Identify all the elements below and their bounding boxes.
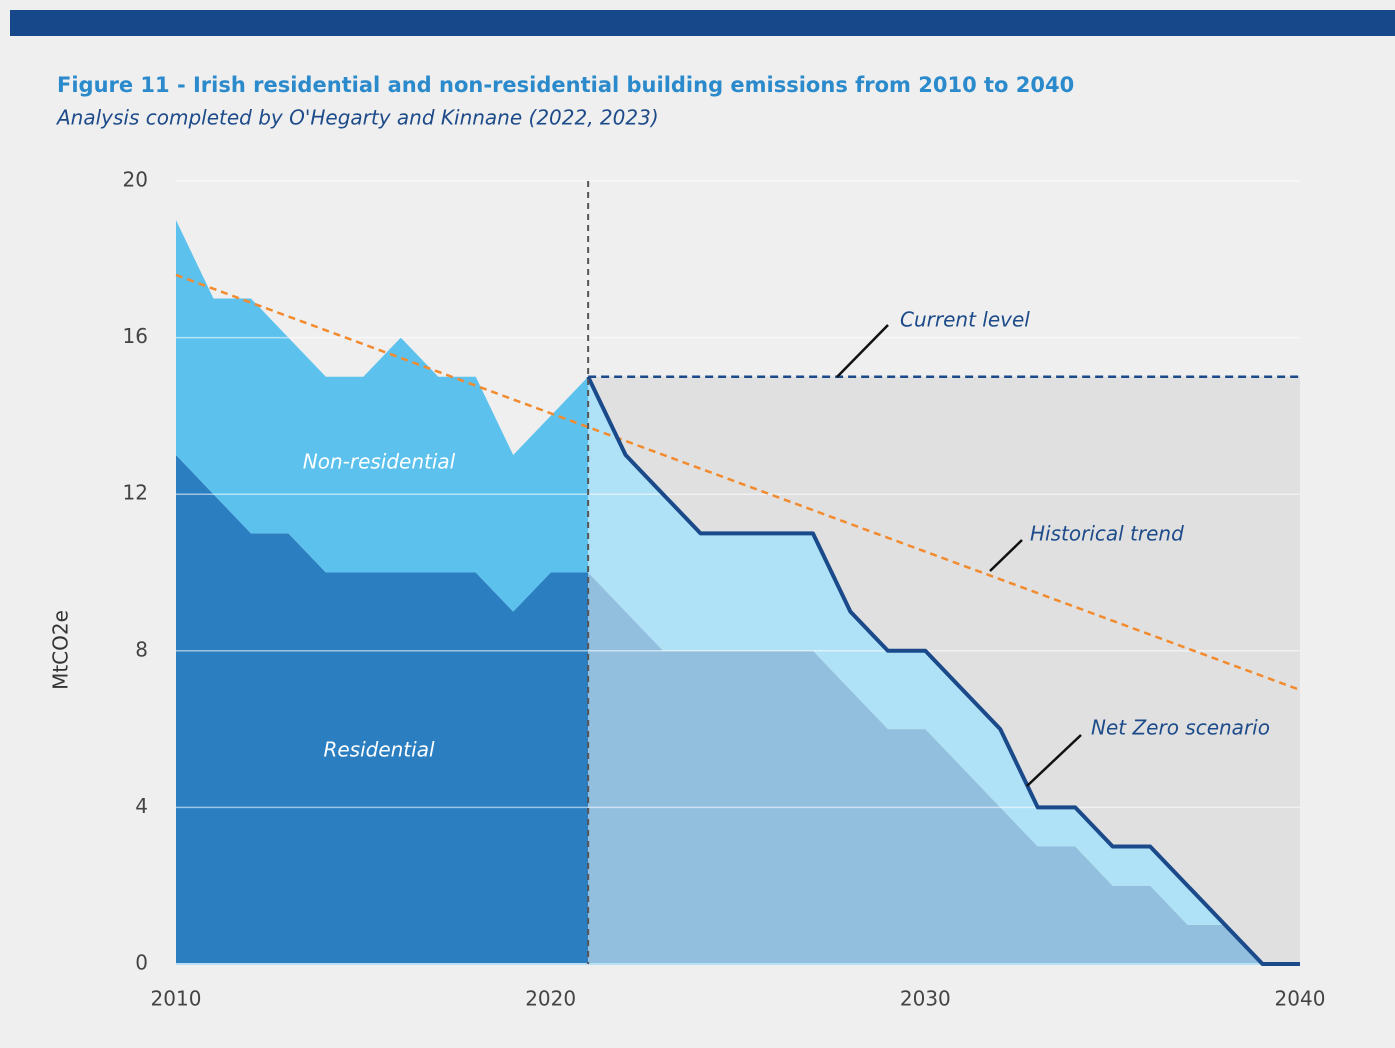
y-tick-label: 4 [135,794,148,818]
y-tick-label: 12 [123,481,148,505]
annotation: Current level [900,308,1030,332]
x-tick-label: 2010 [151,987,202,1011]
area-label: Non-residential [303,450,456,474]
y-tick-label: 16 [123,324,148,348]
annotation: Net Zero scenario [1091,716,1270,740]
trend-line [175,273,1301,692]
area-label: Residential [323,738,435,762]
leader-line [836,324,889,378]
annotation: Historical trend [1030,522,1184,546]
stacked-area [176,220,589,612]
chart-title: Figure 11 - Irish residential and non-re… [57,73,1074,97]
header-bar [10,10,1395,36]
y-tick-label: 8 [135,637,148,661]
leader-line [989,539,1023,572]
y-axis-label: MtCO2e [49,610,73,690]
x-tick-label: 2020 [525,987,576,1011]
y-tick-label: 20 [123,168,148,192]
line-line [586,375,1300,966]
chart-subtitle: Analysis completed by O'Hegarty and Kinn… [55,106,659,130]
y-tick-label: 0 [135,951,148,975]
stacked-area [176,455,589,964]
stacked-area [588,572,1300,964]
leader-line [1026,734,1082,787]
x-tick-label: 2040 [1275,987,1326,1011]
x-tick-label: 2030 [900,987,951,1011]
